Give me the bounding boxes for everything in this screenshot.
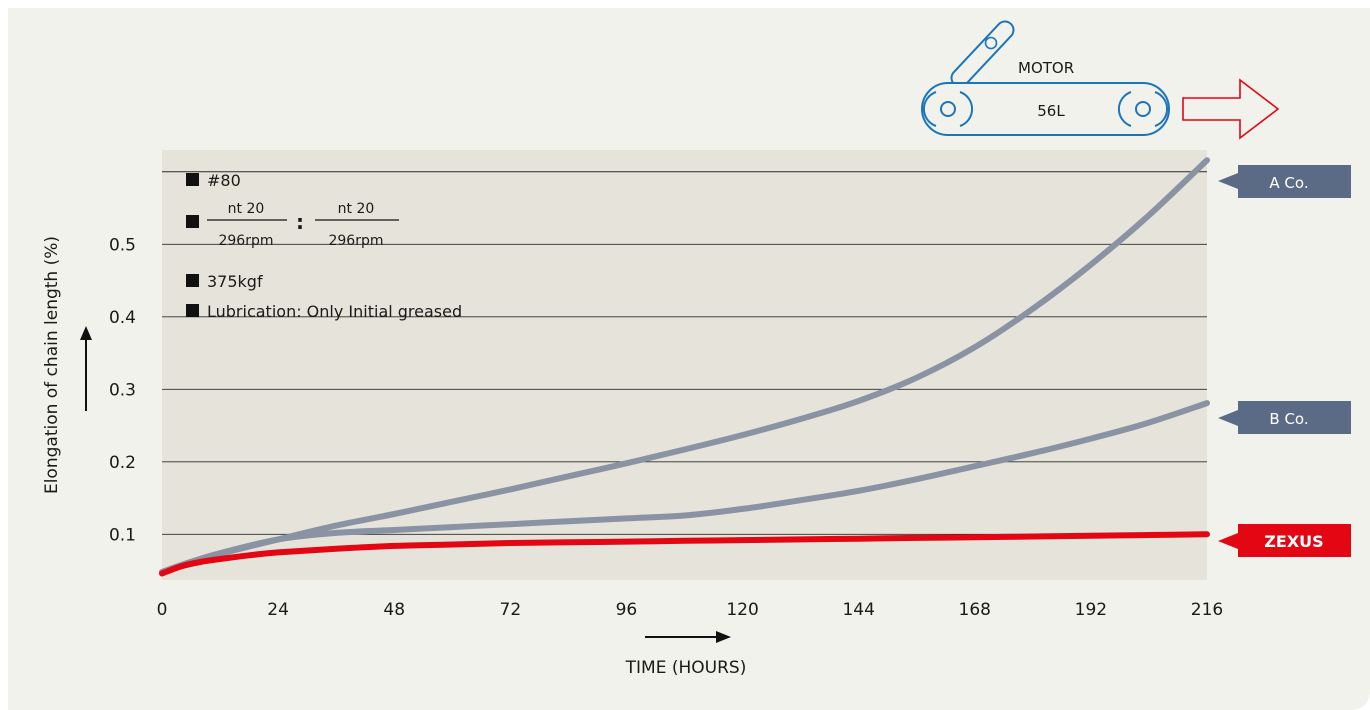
plot-area [162, 150, 1207, 580]
series-label-a: A Co. [1269, 174, 1308, 192]
bullet-icon [186, 173, 199, 186]
bullet-icon [186, 304, 199, 317]
x-tick-label: 72 [500, 600, 522, 620]
right-sprocket-icon [1117, 91, 1169, 127]
ratio-separator: : [296, 210, 304, 234]
y-tick-label: 0.2 [109, 453, 136, 473]
x-tick-label: 168 [959, 600, 991, 620]
series-line-zexus [159, 531, 1210, 577]
x-tick-labels: 0 24 48 72 96 120 144 168 192 216 [157, 600, 1224, 620]
x-tick-label: 24 [267, 600, 289, 620]
x-axis-arrow [645, 631, 731, 643]
bullet-icon [186, 274, 199, 287]
x-tick-label: 96 [616, 600, 638, 620]
series-flag-b: B Co. [1218, 401, 1351, 434]
sprocket-right-rpm: 296rpm [328, 233, 383, 249]
x-tick-label: 0 [157, 600, 168, 620]
series-label-zexus: ZEXUS [1264, 532, 1323, 551]
x-tick-label: 120 [726, 600, 758, 620]
x-tick-label: 192 [1075, 600, 1107, 620]
sprocket-left-rpm: 296rpm [218, 233, 273, 249]
y-tick-label: 0.1 [109, 525, 136, 545]
y-tick-label: 0.5 [109, 235, 136, 255]
condition-lubrication: Lubrication: Only Initial greased [207, 302, 462, 321]
left-sprocket-icon [922, 91, 974, 127]
y-axis-label: Elongation of chain length (%) [42, 236, 62, 494]
condition-chain: #80 [207, 171, 241, 190]
flag-shape [1218, 165, 1351, 198]
x-axis-label: TIME (HOURS) [625, 658, 747, 678]
y-tick-label: 0.3 [109, 380, 136, 400]
sprocket-right-teeth: nt 20 [338, 201, 375, 217]
y-tick-labels: 0.1 0.2 0.3 0.4 0.5 [109, 235, 136, 545]
series-label-b: B Co. [1269, 410, 1308, 428]
series-flag-a: A Co. [1218, 165, 1351, 198]
chain-drive-diagram: MOTOR 56L [921, 20, 1280, 140]
series-line-b-co [159, 400, 1210, 575]
test-conditions: #80 nt 20 296rpm : nt 20 296rpm 375kgf L… [186, 171, 462, 321]
sprocket-left-teeth: nt 20 [228, 201, 265, 217]
direction-arrow-icon [1182, 78, 1280, 140]
series-lines [159, 157, 1210, 577]
right-sprocket-hub-icon [1135, 101, 1151, 117]
condition-load: 375kgf [207, 272, 263, 291]
y-tick-label: 0.4 [109, 308, 136, 328]
x-tick-label: 216 [1191, 600, 1223, 620]
bullet-icon [186, 215, 199, 228]
chain-belt-icon [921, 82, 1170, 136]
flag-shape [1218, 401, 1351, 434]
distance-label: 56L [1037, 102, 1065, 120]
motor-label: MOTOR [1018, 59, 1074, 77]
x-tick-label: 48 [383, 600, 405, 620]
motor-crank-icon [950, 20, 1015, 88]
left-sprocket-hub-icon [940, 101, 956, 117]
y-axis-arrow [80, 326, 92, 411]
series-flag-zexus: ZEXUS [1218, 524, 1351, 557]
flag-shape [1218, 524, 1351, 557]
x-tick-label: 144 [842, 600, 874, 620]
